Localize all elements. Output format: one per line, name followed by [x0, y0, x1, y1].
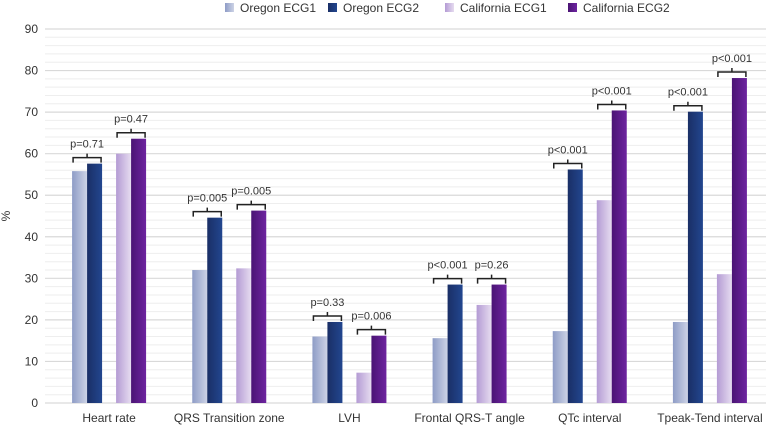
bar-california-ecg2	[371, 335, 387, 403]
significance-bracket	[673, 101, 703, 111]
p-value-label: p<0.001	[548, 144, 588, 156]
legend[interactable]: Oregon ECG1 Oregon ECG2 California ECG1 Cal…	[225, 1, 670, 15]
y-tick-label: 30	[25, 271, 39, 285]
significance-bracket	[116, 128, 146, 138]
bar-california-ecg2	[131, 138, 147, 403]
bar-oregon-ecg2	[447, 284, 463, 403]
y-tick-label: 20	[25, 313, 39, 327]
y-tick-label: 0	[31, 396, 38, 410]
bar-california-ecg1	[356, 372, 372, 403]
legend-swatch	[445, 3, 454, 12]
x-tick-label: Heart rate	[82, 411, 136, 425]
y-tick-label: 40	[25, 230, 39, 244]
x-axis: Heart rate QRS Transition zone LVH Frontal …	[82, 411, 762, 425]
p-value-label: p=0.33	[310, 297, 344, 309]
bar-oregon-ecg1	[192, 270, 208, 403]
x-tick-label: QTc interval	[558, 411, 621, 425]
p-value-label: p=0.005	[187, 193, 227, 205]
legend-swatch	[328, 3, 337, 12]
bar-california-ecg2	[251, 210, 267, 403]
x-tick-label: Tpeak-Tend interval	[657, 411, 762, 425]
bar-california-ecg2	[611, 110, 627, 404]
p-value-annotations: p=0.71 p=0.47 p=0.005 p=0.005 p=0.33 p=0.006 p…	[70, 53, 752, 335]
bar-oregon-ecg2	[567, 169, 583, 403]
legend-item[interactable]: Oregon ECG1	[225, 1, 316, 15]
bar-oregon-ecg1	[672, 321, 688, 403]
bar-california-ecg1	[596, 200, 612, 403]
y-tick-label: 10	[25, 354, 39, 368]
bar-california-ecg1	[236, 268, 252, 403]
bars	[72, 78, 747, 404]
legend-swatch	[568, 3, 577, 12]
bar-oregon-ecg1	[72, 171, 88, 403]
bar-california-ecg1	[116, 153, 132, 403]
y-tick-label: 60	[25, 147, 39, 161]
legend-item[interactable]: California ECG1	[445, 1, 547, 15]
bar-oregon-ecg1	[312, 336, 328, 403]
bar-oregon-ecg2	[207, 217, 223, 403]
bar-oregon-ecg1	[432, 338, 448, 403]
p-value-label: p=0.26	[475, 260, 509, 272]
y-axis-label: %	[0, 210, 13, 221]
y-tick-label: 80	[25, 64, 39, 78]
x-tick-label: Frontal QRS-T angle	[414, 411, 525, 425]
significance-bracket	[192, 207, 222, 217]
y-tick-label: 70	[25, 105, 39, 119]
legend-label: California ECG1	[460, 1, 547, 15]
gridlines	[45, 28, 766, 404]
bar-oregon-ecg1	[552, 331, 568, 403]
y-tick-label: 50	[25, 188, 39, 202]
significance-bracket	[312, 311, 343, 321]
p-value-label: p<0.001	[668, 87, 708, 99]
significance-bracket	[476, 274, 507, 284]
p-value-label: p=0.71	[70, 139, 104, 151]
legend-label: Oregon ECG1	[240, 1, 316, 15]
p-value-label: p<0.001	[712, 53, 752, 65]
x-tick-label: LVH	[338, 411, 360, 425]
significance-bracket	[717, 68, 747, 78]
bar-oregon-ecg2	[687, 111, 703, 403]
bar-oregon-ecg2	[327, 321, 343, 403]
bar-california-ecg1	[476, 304, 492, 403]
y-axis: 0 10 20 30 40 50 60 70 80 90	[25, 22, 39, 410]
legend-item[interactable]: California ECG2	[568, 1, 670, 15]
bar-california-ecg1	[716, 274, 732, 403]
legend-item[interactable]: Oregon ECG2	[328, 1, 419, 15]
p-value-label: p=0.47	[114, 114, 148, 126]
bar-oregon-ecg2	[87, 163, 103, 403]
significance-bracket	[356, 325, 387, 335]
bar-california-ecg2	[491, 284, 507, 403]
p-value-label: p=0.006	[351, 311, 391, 323]
significance-bracket	[553, 159, 583, 169]
significance-bracket	[236, 200, 266, 210]
significance-bracket	[432, 274, 463, 284]
p-value-label: p<0.001	[592, 85, 632, 97]
legend-swatch	[225, 3, 234, 12]
x-tick-label: QRS Transition zone	[174, 411, 285, 425]
bar-california-ecg2	[731, 78, 747, 403]
y-tick-label: 90	[25, 22, 39, 36]
significance-bracket	[597, 100, 627, 110]
p-value-label: p<0.001	[428, 260, 468, 272]
significance-bracket	[72, 153, 102, 163]
legend-label: California ECG2	[583, 1, 670, 15]
legend-label: Oregon ECG2	[343, 1, 419, 15]
p-value-label: p=0.005	[231, 186, 271, 198]
